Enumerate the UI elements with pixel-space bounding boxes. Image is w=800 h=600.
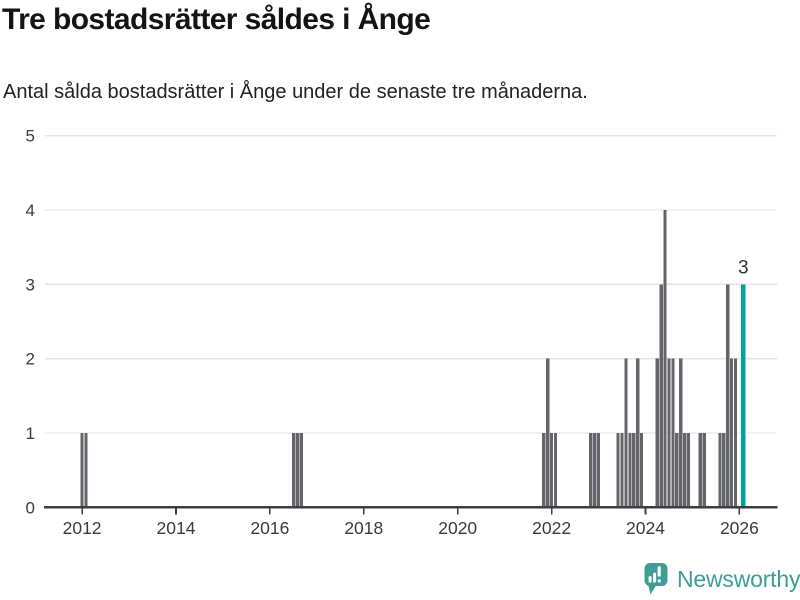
bar-2023-06 [616, 432, 620, 508]
bar-2025-11 [730, 358, 734, 508]
bar-2025-12 [733, 358, 738, 508]
bar-2022-11 [589, 432, 593, 508]
x-axis-label-2012: 2012 [63, 518, 102, 538]
bar-2023-12 [640, 432, 644, 508]
bar-2024-12 [686, 432, 691, 508]
bar-2024-04 [655, 358, 659, 508]
bar-2022-12 [593, 432, 597, 508]
x-axis-label-2026: 2026 [720, 518, 759, 538]
bar-2025-04 [702, 432, 706, 508]
y-axis-label-2: 2 [26, 350, 35, 369]
bar-highlight-2026-02 [741, 284, 746, 508]
y-axis-label-0: 0 [26, 498, 35, 517]
y-axis-label-4: 4 [26, 201, 35, 220]
bar-2025-03 [698, 432, 702, 508]
bar-2023-11 [636, 358, 640, 508]
x-axis-label-2024: 2024 [626, 518, 665, 538]
bar-2023-10 [632, 432, 636, 508]
y-axis-label-3: 3 [26, 275, 35, 294]
bar-2012-01 [80, 432, 84, 508]
bar-2022-01 [550, 432, 554, 508]
bar-2023-09 [628, 432, 632, 508]
bar-2025-09 [722, 432, 726, 508]
bar-2021-11 [542, 432, 546, 508]
chart-title: Tre bostadsrätter såldes i Ånge [2, 3, 431, 36]
bar-2024-05 [659, 284, 663, 508]
bar-2025-08 [718, 432, 722, 508]
brand-name: Newsworthy [677, 566, 800, 592]
bar-2021-12 [546, 358, 550, 508]
x-axis-label-2018: 2018 [344, 518, 383, 538]
bar-2024-11 [683, 432, 687, 508]
bar-2024-10 [679, 358, 683, 508]
newsworthy-logo: Newsworthy [644, 562, 800, 597]
bar-2024-09 [675, 432, 679, 508]
bar-2016-07 [291, 432, 295, 508]
y-axis-label-1: 1 [26, 424, 35, 443]
bar-2025-10 [726, 284, 730, 508]
y-axis-label-5: 5 [26, 127, 35, 146]
bar-2016-09 [299, 432, 303, 508]
bar-2023-08 [624, 358, 628, 508]
bar-2023-07 [620, 432, 624, 508]
bar-2024-08 [671, 358, 675, 508]
x-axis-label-2014: 2014 [157, 518, 196, 538]
chart-subtitle: Antal sålda bostadsrätter i Ånge under d… [3, 81, 588, 103]
value-label: 3 [738, 257, 749, 278]
bar-2023-01 [596, 432, 601, 508]
bar-2012-02 [84, 432, 88, 508]
newsworthy-logo-icon [644, 563, 668, 595]
bar-2022-02 [553, 432, 558, 508]
x-axis-label-2020: 2020 [438, 518, 477, 538]
bar-2024-06 [663, 210, 667, 508]
x-axis-label-2016: 2016 [250, 518, 289, 538]
bar-2016-08 [295, 432, 299, 508]
x-axis-label-2022: 2022 [532, 518, 571, 538]
bar-2024-07 [667, 358, 671, 508]
